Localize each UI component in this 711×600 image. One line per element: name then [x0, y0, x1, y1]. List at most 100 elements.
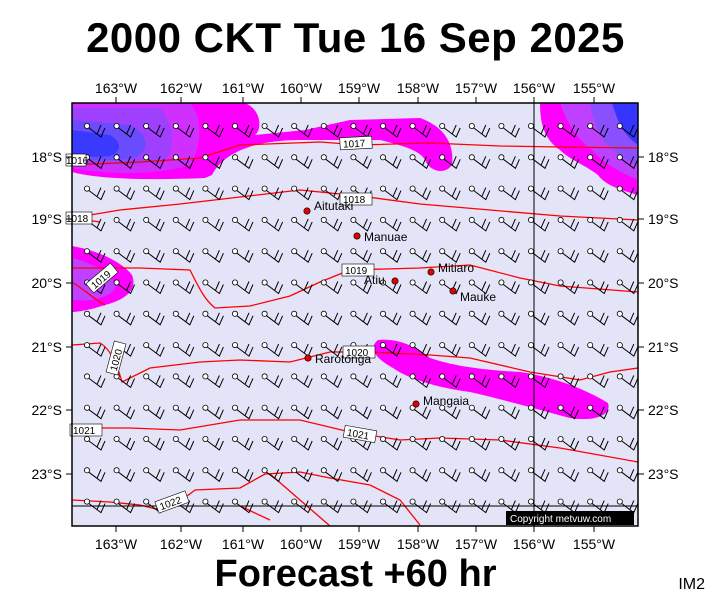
wind-barb — [118, 500, 136, 514]
wind-station — [202, 498, 209, 505]
wind-station — [468, 216, 475, 223]
wind-station — [350, 216, 357, 223]
wind-barb — [355, 281, 372, 295]
wind-barb — [266, 343, 284, 357]
wind-barb — [207, 500, 224, 514]
wind-station — [143, 435, 150, 442]
wind-station — [498, 154, 505, 161]
wind-barb — [562, 469, 580, 483]
wind-barb — [562, 281, 580, 295]
svg-text:161°W: 161°W — [222, 536, 265, 552]
wind-station — [379, 185, 386, 192]
svg-text:23°S: 23°S — [31, 466, 62, 482]
svg-text:1021: 1021 — [346, 428, 370, 443]
map-title: 2000 CKT Tue 16 Sep 2025 — [86, 14, 625, 61]
isobar-label: 1019 — [341, 263, 375, 277]
wind-station — [587, 467, 594, 474]
wind-station — [84, 123, 91, 130]
svg-text:155°W: 155°W — [573, 536, 616, 552]
wind-station — [587, 185, 594, 192]
wind-station — [320, 248, 327, 255]
wind-barb — [503, 218, 520, 232]
wind-barb — [562, 124, 580, 138]
wind-station — [143, 123, 150, 130]
wind-barb — [591, 312, 609, 326]
wind-station — [261, 123, 268, 130]
wind-station — [291, 342, 298, 349]
wind-station — [202, 279, 209, 286]
wind-barb — [414, 500, 432, 514]
svg-text:23°S: 23°S — [648, 466, 679, 482]
wind-barb — [355, 218, 372, 232]
wind-station — [350, 154, 357, 161]
wind-barb — [236, 156, 254, 170]
wind-station — [202, 404, 209, 411]
wind-station — [439, 248, 446, 255]
wind-barb — [591, 375, 609, 389]
wind-barb — [147, 156, 165, 170]
wind-station — [143, 342, 150, 349]
wind-barb — [295, 218, 313, 232]
wind-barb — [266, 281, 284, 295]
wind-station — [261, 248, 268, 255]
wind-station — [143, 498, 150, 505]
wind-station — [350, 279, 357, 286]
wind-barb — [147, 281, 165, 295]
svg-text:1018: 1018 — [343, 195, 366, 206]
wind-station — [172, 279, 179, 286]
wind-station — [528, 216, 535, 223]
wind-station — [113, 216, 120, 223]
svg-text:18°S: 18°S — [31, 149, 62, 165]
wind-station — [616, 373, 623, 380]
wind-barb — [177, 187, 195, 201]
wind-barb — [147, 124, 165, 138]
wind-barb — [355, 156, 372, 170]
wind-station — [143, 154, 150, 161]
wind-barb — [88, 469, 106, 483]
wind-barb — [88, 500, 106, 514]
svg-text:21°S: 21°S — [648, 339, 679, 355]
wind-barb — [177, 249, 195, 263]
wind-barb — [207, 312, 224, 326]
wind-station — [202, 154, 209, 161]
wind-station — [84, 185, 91, 192]
svg-text:159°W: 159°W — [338, 536, 381, 552]
wind-station — [498, 342, 505, 349]
wind-station — [291, 310, 298, 317]
svg-text:160°W: 160°W — [280, 80, 323, 96]
place-manuae: Manuae — [353, 230, 408, 244]
wind-station — [439, 498, 446, 505]
wind-station — [143, 467, 150, 474]
wind-barb — [473, 469, 491, 483]
wind-station — [409, 279, 416, 286]
svg-text:1019: 1019 — [345, 266, 368, 277]
wind-station — [587, 435, 594, 442]
wind-station — [587, 248, 594, 255]
wind-station — [143, 248, 150, 255]
wind-barb — [621, 249, 638, 263]
wind-barb — [443, 375, 461, 389]
wind-station — [439, 404, 446, 411]
wind-station — [172, 185, 179, 192]
wind-barb — [295, 249, 313, 263]
wind-station — [172, 154, 179, 161]
wind-barb — [591, 218, 609, 232]
svg-text:161°W: 161°W — [222, 80, 265, 96]
wind-barb — [621, 124, 638, 138]
wind-barb — [591, 249, 609, 263]
wind-barb — [325, 469, 343, 483]
wind-station — [231, 154, 238, 161]
wind-station — [231, 310, 238, 317]
wind-barb — [503, 343, 520, 357]
wind-station — [587, 279, 594, 286]
wind-barb — [147, 469, 165, 483]
wind-station — [202, 467, 209, 474]
wind-barb — [473, 500, 491, 514]
svg-text:Copyright metvuw.com: Copyright metvuw.com — [510, 514, 611, 525]
svg-text:1018: 1018 — [66, 214, 89, 225]
wind-station — [113, 404, 120, 411]
wind-barb — [473, 375, 491, 389]
svg-text:22°S: 22°S — [648, 402, 679, 418]
svg-text:163°W: 163°W — [95, 536, 138, 552]
wind-station — [172, 373, 179, 380]
